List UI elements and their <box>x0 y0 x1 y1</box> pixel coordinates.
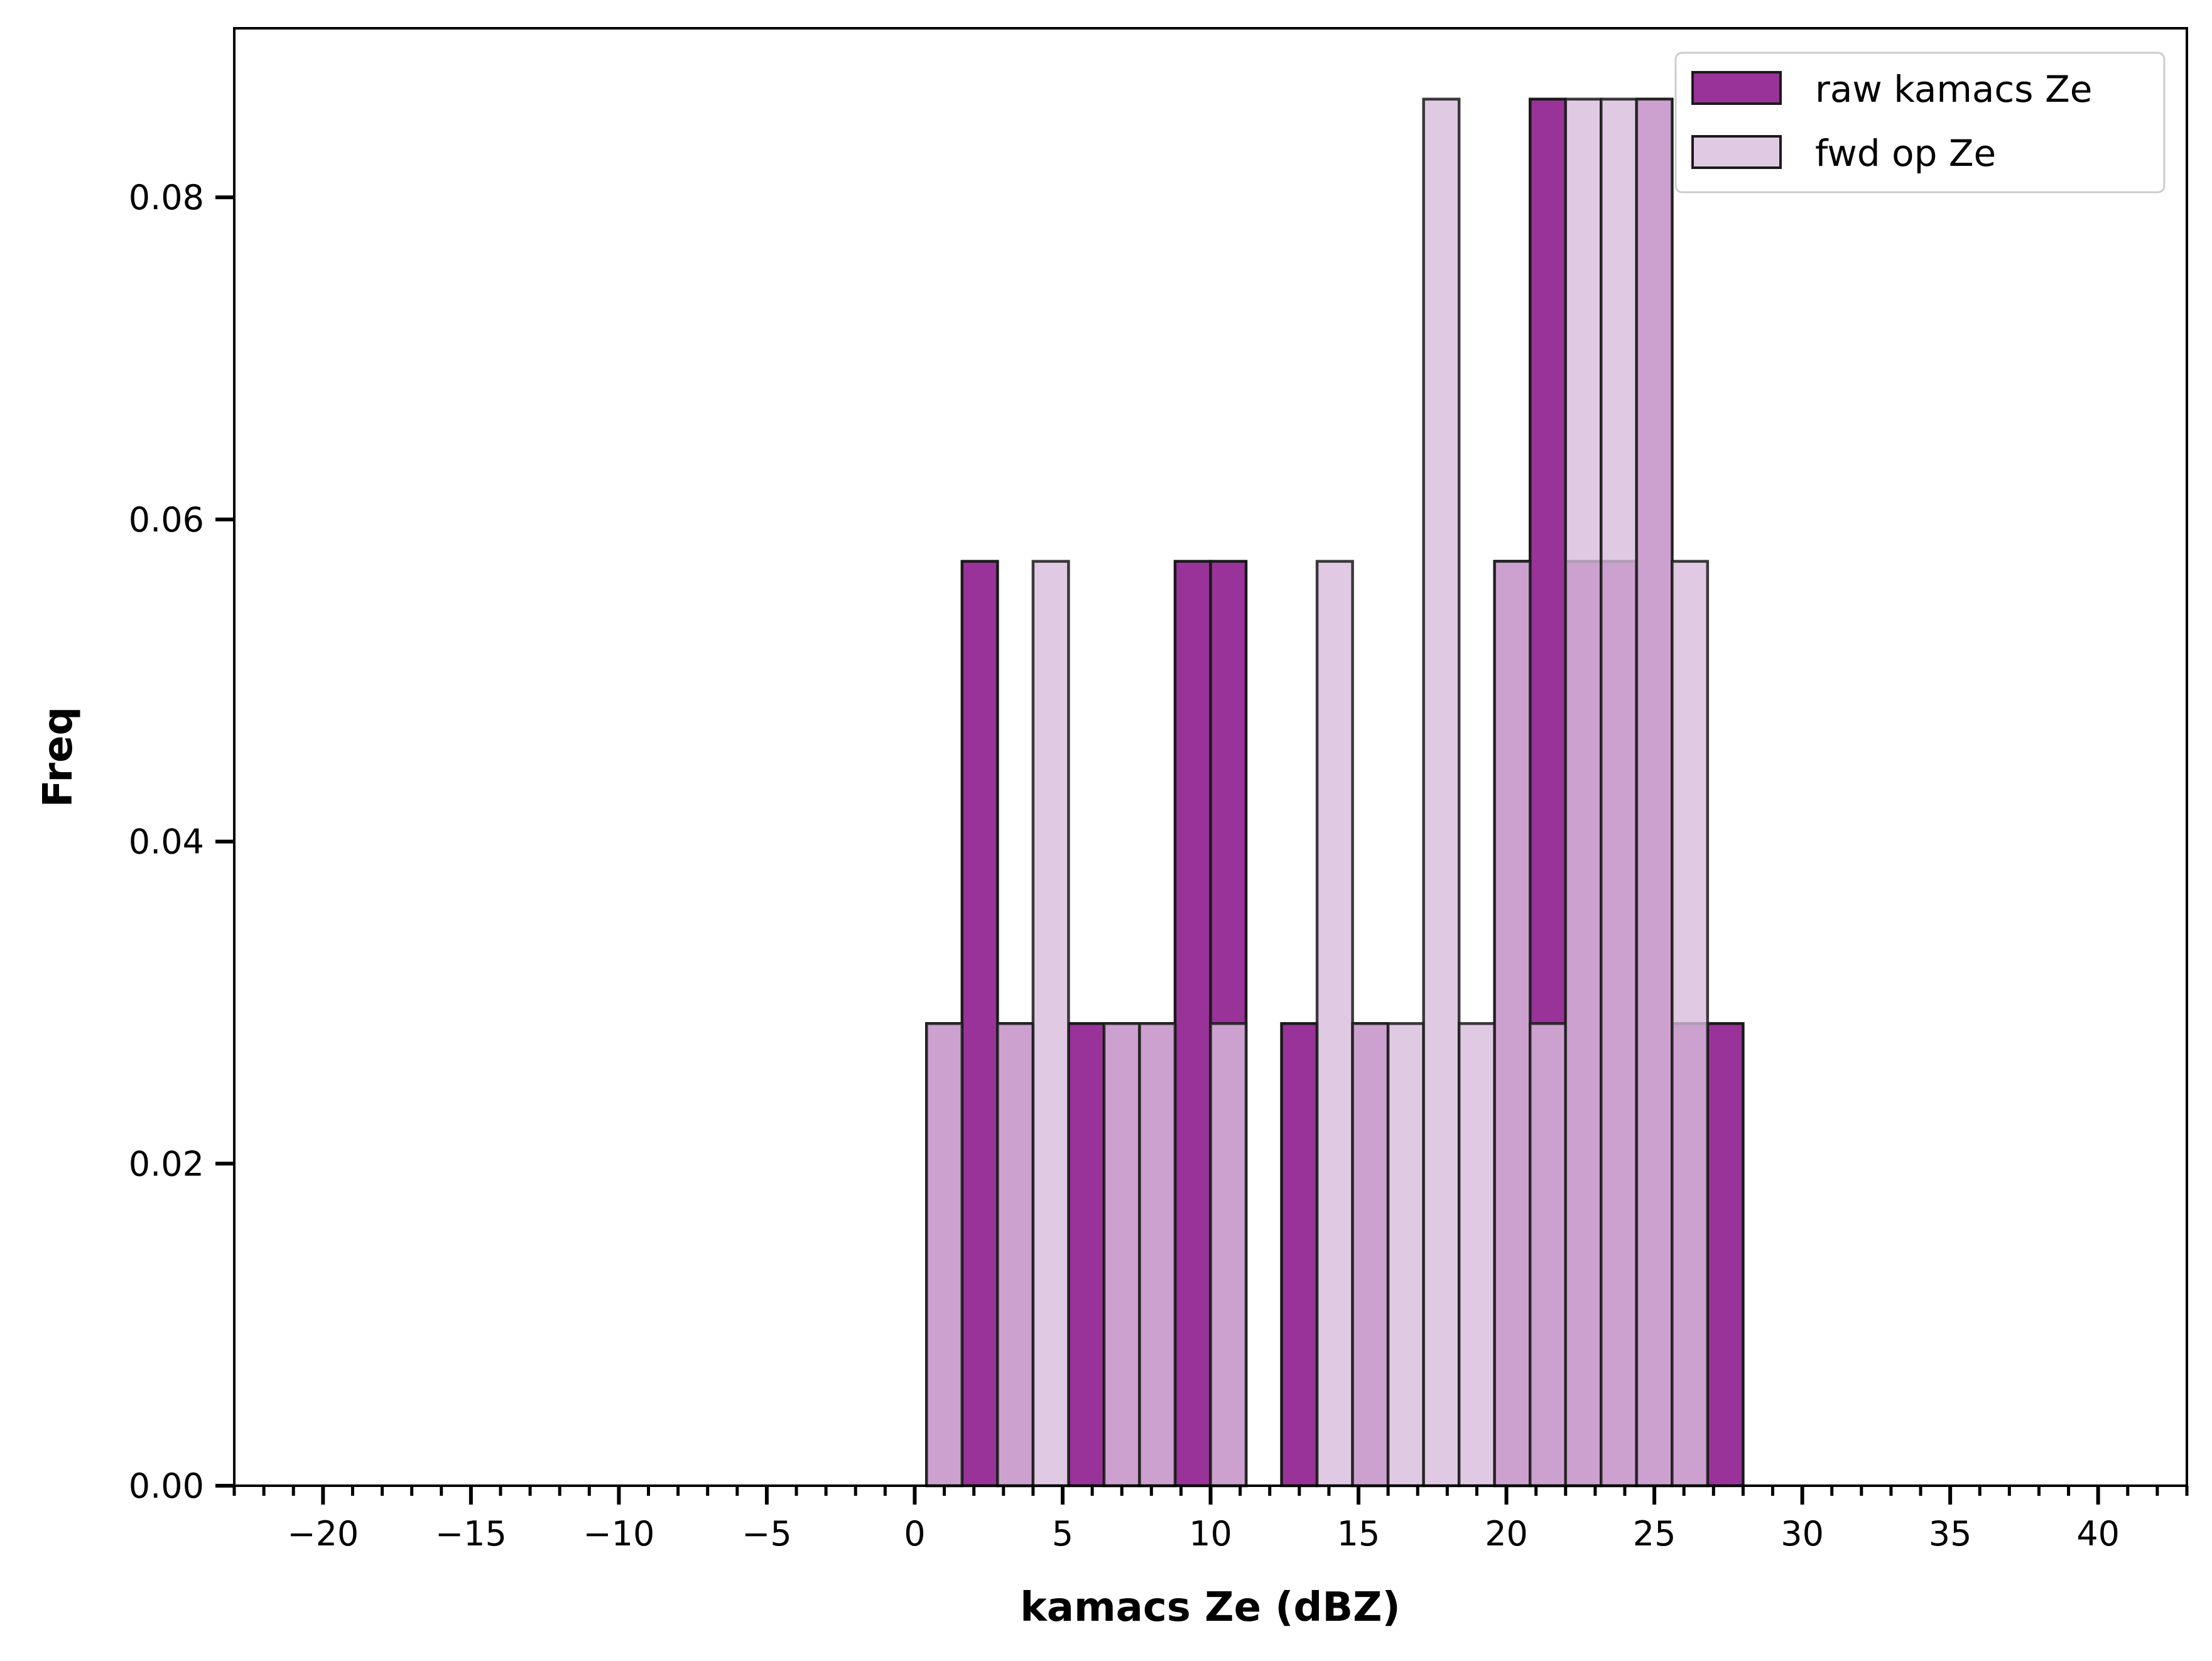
x-tick-label: 5 <box>1052 1514 1073 1554</box>
x-tick-label: 40 <box>2076 1514 2120 1554</box>
x-tick-label: −10 <box>583 1514 654 1554</box>
y-axis-title: Freq <box>35 707 82 807</box>
x-tick-label: −5 <box>742 1514 792 1554</box>
x-tick-label: −20 <box>287 1514 359 1554</box>
x-tick-label: 35 <box>1929 1514 1972 1554</box>
bar-fwd-op-ze-10 <box>1457 1022 1496 1488</box>
bar-fwd-op-ze-0 <box>925 1022 964 1488</box>
bar-raw-kamacs-ze-16 <box>1706 1022 1745 1488</box>
x-tick-label: 25 <box>1633 1514 1676 1554</box>
y-tick-label: 0.02 <box>129 1144 204 1184</box>
bar-fwd-op-ze-7 <box>1351 1022 1390 1488</box>
x-tick-label: 20 <box>1485 1514 1528 1554</box>
bar-fwd-op-ze-4 <box>1138 1022 1177 1488</box>
bar-fwd-op-ze-8 <box>1386 1022 1425 1488</box>
legend-frame <box>1674 52 2166 193</box>
x-tick-label: 15 <box>1337 1514 1380 1554</box>
bar-fwd-op-ze-1 <box>996 1022 1035 1488</box>
legend-swatch-raw-kamacs-ze <box>1691 71 1782 105</box>
bar-raw-kamacs-ze-3 <box>1067 1022 1106 1488</box>
bar-fwd-op-ze-6 <box>1315 560 1354 1488</box>
y-tick-label: 0.00 <box>129 1466 204 1506</box>
legend-label-raw-kamacs-ze: raw kamacs Ze <box>1815 68 2092 111</box>
x-tick-label: −15 <box>435 1514 507 1554</box>
y-axis-ticks: 0.00 0.02 0.04 0.06 0.08 <box>129 178 234 1506</box>
legend: raw kamacs Ze fwd op Ze <box>1674 52 2166 193</box>
x-axis-title: kamacs Ze (dBZ) <box>1020 1584 1401 1631</box>
bar-fwd-op-ze-3 <box>1102 1022 1141 1488</box>
bar-raw-kamacs-ze-8 <box>1280 1022 1319 1488</box>
bar-fwd-op-ze-15 <box>1635 97 1674 1488</box>
y-tick-label: 0.04 <box>129 822 204 862</box>
bar-fwd-op-ze-5 <box>1209 1022 1248 1488</box>
bars-layer <box>925 97 1745 1488</box>
y-tick-label: 0.06 <box>129 500 204 540</box>
bar-raw-kamacs-ze-1 <box>960 560 999 1488</box>
bar-fwd-op-ze-12 <box>1528 1022 1568 1488</box>
bar-fwd-op-ze-2 <box>1031 560 1070 1488</box>
bar-fwd-op-ze-11 <box>1493 560 1532 1488</box>
series-fwd-op-ze <box>925 97 1710 1488</box>
bar-raw-kamacs-ze-6 <box>1173 560 1212 1488</box>
bar-fwd-op-ze-14 <box>1600 97 1639 1488</box>
legend-swatch-fwd-op-ze <box>1691 135 1782 169</box>
x-axis-ticks: −20 −15 −10 −5 0 5 10 15 20 25 30 35 40 <box>232 1486 2189 1554</box>
bar-fwd-op-ze-13 <box>1564 97 1603 1488</box>
bar-fwd-op-ze-16 <box>1671 560 1710 1488</box>
y-tick-label: 0.08 <box>129 178 204 217</box>
legend-label-fwd-op-ze: fwd op Ze <box>1815 132 1996 175</box>
x-tick-label: 10 <box>1189 1514 1232 1554</box>
x-tick-label: 0 <box>904 1514 925 1554</box>
x-tick-label: 30 <box>1781 1514 1824 1554</box>
bar-fwd-op-ze-9 <box>1422 97 1461 1488</box>
